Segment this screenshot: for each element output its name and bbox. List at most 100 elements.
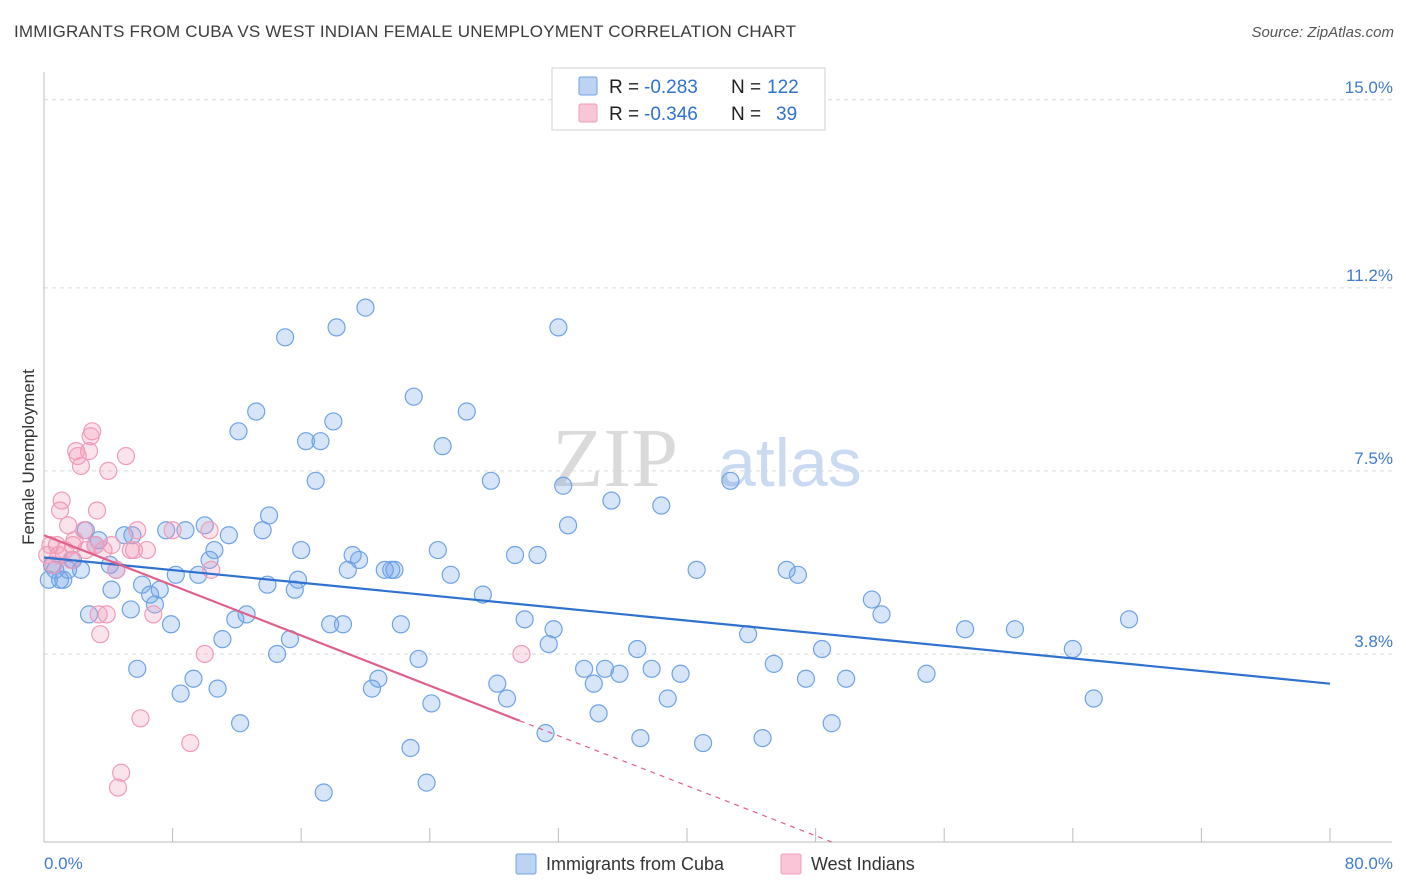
- data-point-west-indians: [112, 763, 131, 782]
- data-point-cuba: [558, 516, 578, 535]
- trend-line-west-indians: [43, 534, 521, 722]
- data-point-cuba: [575, 659, 594, 678]
- data-point-cuba: [161, 615, 181, 634]
- data-point-cuba: [349, 550, 369, 570]
- data-point-cuba: [157, 521, 176, 540]
- data-point-cuba: [441, 565, 460, 584]
- stats-swatch-west-indians: [578, 103, 598, 123]
- data-point-cuba: [642, 659, 661, 678]
- stats-n-label-west-indians: N =: [731, 104, 761, 125]
- data-point-cuba: [777, 560, 796, 579]
- data-point-cuba: [121, 600, 140, 619]
- data-point-cuba: [327, 318, 346, 337]
- data-point-cuba: [422, 694, 441, 713]
- data-point-west-indians: [68, 446, 87, 466]
- data-point-cuba: [375, 560, 394, 579]
- data-point-cuba: [505, 545, 525, 565]
- trend-line-west-indians-extension: [519, 720, 832, 843]
- stats-legend: R = -0.283 N = 122 R = -0.346 N = 39: [551, 67, 826, 131]
- data-point-cuba: [687, 560, 706, 579]
- data-point-west-indians: [144, 605, 163, 624]
- data-point-cuba: [292, 540, 311, 560]
- data-point-west-indians: [71, 456, 91, 476]
- data-point-cuba: [247, 402, 266, 421]
- data-point-cuba: [837, 669, 856, 688]
- data-point-west-indians: [102, 536, 121, 555]
- data-point-west-indians: [99, 461, 118, 480]
- data-point-cuba: [213, 630, 232, 649]
- data-point-cuba: [917, 664, 936, 683]
- data-point-cuba: [231, 714, 250, 733]
- data-point-cuba: [306, 471, 325, 490]
- data-point-cuba: [481, 471, 500, 490]
- stats-r-value-west-indians: -0.346: [644, 104, 698, 125]
- data-point-west-indians: [116, 446, 136, 466]
- data-point-west-indians: [75, 521, 94, 540]
- series-legend: Immigrants from Cuba West Indians: [515, 853, 915, 875]
- data-point-cuba: [457, 402, 476, 421]
- legend-swatch-cuba: [515, 853, 537, 875]
- data-point-cuba: [259, 506, 279, 525]
- data-point-cuba: [362, 679, 382, 698]
- data-point-cuba: [955, 620, 975, 639]
- y-tick-label: 11.2%: [1346, 266, 1393, 285]
- data-point-cuba: [176, 521, 195, 540]
- data-point-cuba: [140, 585, 160, 604]
- stats-r-label-west-indians: R =: [609, 104, 639, 125]
- data-point-cuba: [391, 615, 410, 634]
- x-tick-label-max: 80.0%: [1345, 854, 1393, 873]
- data-point-cuba: [314, 783, 333, 802]
- data-point-west-indians: [79, 442, 99, 461]
- data-point-cuba: [428, 540, 447, 560]
- data-point-cuba: [544, 620, 563, 639]
- data-point-cuba: [602, 491, 621, 510]
- data-point-cuba: [184, 669, 203, 688]
- data-point-cuba: [324, 412, 343, 431]
- data-point-cuba: [79, 605, 99, 624]
- series-cuba-points: [39, 298, 1139, 802]
- data-point-cuba: [219, 526, 238, 545]
- data-point-west-indians: [137, 540, 156, 560]
- data-point-cuba: [382, 560, 401, 579]
- data-point-cuba: [671, 664, 690, 683]
- data-point-cuba: [356, 298, 375, 317]
- trend-line-cuba: [43, 556, 1331, 685]
- data-point-cuba: [497, 689, 517, 708]
- data-point-west-indians: [512, 644, 531, 664]
- data-point-cuba: [54, 570, 73, 589]
- data-point-cuba: [433, 437, 452, 456]
- data-point-cuba: [610, 664, 629, 683]
- data-point-cuba: [409, 649, 428, 669]
- y-tick-label: 3.8%: [1354, 632, 1393, 651]
- data-point-cuba: [554, 476, 573, 495]
- data-point-cuba: [1084, 689, 1103, 708]
- data-point-cuba: [549, 318, 568, 337]
- data-point-west-indians: [97, 605, 116, 624]
- data-point-cuba: [862, 590, 881, 609]
- data-point-cuba: [311, 432, 330, 451]
- data-point-cuba: [369, 669, 388, 688]
- legend-label-cuba: Immigrants from Cuba: [546, 854, 725, 874]
- data-point-cuba: [652, 496, 671, 515]
- data-point-cuba: [1005, 620, 1025, 639]
- data-point-cuba: [401, 738, 420, 758]
- x-tick-label-min: 0.0%: [44, 854, 83, 873]
- source-label: Source: ZipAtlas.com: [1251, 24, 1394, 41]
- data-point-cuba: [102, 580, 121, 599]
- data-point-cuba: [404, 387, 423, 406]
- data-point-cuba: [321, 615, 340, 634]
- data-point-cuba: [595, 659, 615, 678]
- data-point-cuba: [515, 610, 534, 629]
- legend-label-west-indians: West Indians: [811, 854, 915, 874]
- data-point-cuba: [721, 471, 740, 490]
- data-point-cuba: [589, 704, 608, 723]
- data-point-cuba: [812, 639, 832, 659]
- stats-n-value-cuba: 122: [767, 77, 799, 98]
- data-point-cuba: [693, 733, 713, 753]
- stats-r-value-cuba: -0.283: [644, 77, 698, 98]
- y-tick-label: 7.5%: [1354, 449, 1393, 468]
- data-point-west-indians: [124, 540, 144, 560]
- data-point-cuba: [296, 432, 316, 451]
- data-point-west-indians: [181, 733, 200, 753]
- data-point-cuba: [276, 328, 295, 347]
